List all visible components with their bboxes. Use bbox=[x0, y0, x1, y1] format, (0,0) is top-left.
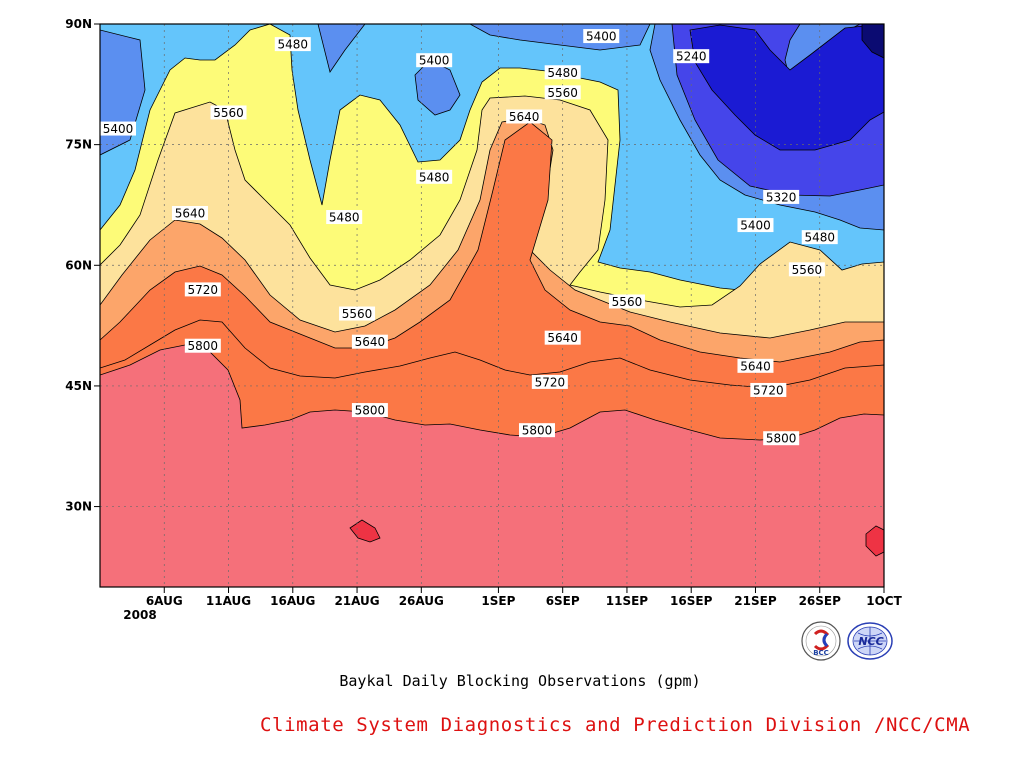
bcc-logo: BCC bbox=[801, 621, 841, 661]
contour-label: 5800 bbox=[355, 404, 386, 418]
contour-label-box bbox=[544, 85, 581, 100]
y-tick-label: 45N bbox=[65, 379, 92, 393]
x-year-label: 2008 bbox=[123, 608, 156, 622]
x-tick-label: 16SEP bbox=[670, 594, 713, 608]
contour-label: 5480 bbox=[419, 170, 450, 184]
contour-label-box bbox=[326, 210, 363, 225]
contour-label: 5560 bbox=[213, 106, 244, 120]
contour-label-box bbox=[274, 37, 311, 52]
contour-label: 5560 bbox=[547, 86, 578, 100]
x-axis: 6AUG 11AUG 16AUG 21AUG 26AUG 1SEP 6SEP 11SEP 16S… bbox=[146, 587, 903, 608]
x-tick-label: 21AUG bbox=[334, 594, 379, 608]
credit-text: Climate System Diagnostics and Predictio… bbox=[260, 714, 971, 736]
contour-label-box bbox=[763, 431, 800, 446]
contour-region-max-a bbox=[349, 519, 381, 543]
contour-labels: 5480 5400 5400 5240 5480 5560 5640 5560 5400 5480… bbox=[100, 29, 838, 446]
contour-label: 5720 bbox=[188, 283, 219, 297]
contour-label: 5640 bbox=[175, 207, 206, 221]
x-tick-label: 26SEP bbox=[799, 594, 842, 608]
contour-label-box bbox=[544, 330, 581, 345]
y-tick-label: 30N bbox=[65, 500, 92, 514]
contour-label-box bbox=[351, 334, 388, 349]
gridlines bbox=[100, 24, 885, 587]
svg-text:BCC: BCC bbox=[813, 649, 829, 657]
contour-label: 5720 bbox=[535, 375, 566, 389]
x-tick-label: 6SEP bbox=[546, 594, 580, 608]
contour-label-box bbox=[750, 382, 787, 397]
x-tick-label: 6AUG bbox=[146, 594, 183, 608]
contour-label: 5640 bbox=[509, 110, 540, 124]
contour-region-5160 bbox=[689, 24, 884, 151]
contour-label: 5800 bbox=[522, 424, 553, 438]
contour-label-box bbox=[100, 121, 136, 136]
x-tick-label: 11AUG bbox=[206, 594, 251, 608]
y-tick-label: 90N bbox=[65, 17, 92, 31]
contour-label: 5480 bbox=[804, 231, 835, 245]
contour-label: 5320 bbox=[766, 190, 797, 204]
contour-label-box bbox=[518, 423, 555, 438]
contour-label-box bbox=[788, 262, 825, 277]
contour-label: 5560 bbox=[612, 295, 643, 309]
contour-region-max-b bbox=[865, 525, 884, 557]
contour-label: 5640 bbox=[547, 331, 578, 345]
contour-label-box bbox=[506, 109, 543, 124]
contour-label: 5480 bbox=[547, 66, 578, 80]
contour-label-box bbox=[416, 169, 453, 184]
contour-label: 5400 bbox=[419, 54, 450, 68]
svg-text:NCC: NCC bbox=[858, 635, 883, 648]
contour-label-box bbox=[351, 403, 388, 418]
plot-frame bbox=[99, 23, 885, 588]
contour-label-box bbox=[673, 49, 710, 64]
contour-label: 5560 bbox=[792, 263, 823, 277]
x-tick-label: 11SEP bbox=[606, 594, 649, 608]
contour-label-box bbox=[184, 338, 221, 353]
contour-label-box bbox=[763, 189, 800, 204]
y-tick-label: 60N bbox=[65, 258, 92, 272]
contour-region-5880 bbox=[100, 344, 884, 587]
contour-label: 5800 bbox=[766, 432, 797, 446]
contour-label-box bbox=[608, 294, 645, 309]
y-axis: 30N 45N 60N 75N 90N bbox=[65, 17, 100, 514]
contour-label: 5240 bbox=[676, 50, 707, 64]
chart-title: Baykal Daily Blocking Observations (gpm) bbox=[339, 672, 701, 690]
x-tick-label: 21SEP bbox=[734, 594, 777, 608]
x-tick-label: 16AUG bbox=[270, 594, 315, 608]
contour-label: 5640 bbox=[740, 359, 771, 373]
ncc-logo: NCC bbox=[847, 622, 893, 660]
contour-label-box bbox=[210, 105, 247, 120]
x-tick-label: 1OCT bbox=[866, 594, 902, 608]
x-tick-label: 1SEP bbox=[481, 594, 515, 608]
contour-label-box bbox=[737, 358, 774, 373]
x-tick-label: 26AUG bbox=[399, 594, 444, 608]
contour-label: 5640 bbox=[355, 335, 386, 349]
contour-label: 5400 bbox=[103, 122, 134, 136]
contour-label: 5560 bbox=[342, 307, 373, 321]
contour-label: 5720 bbox=[753, 383, 784, 397]
contour-label-box bbox=[737, 218, 774, 233]
contour-label-box bbox=[184, 282, 221, 297]
contour-label: 5400 bbox=[740, 219, 771, 233]
contour-fills bbox=[100, 24, 884, 587]
contour-label: 5480 bbox=[329, 211, 360, 225]
contour-label-box bbox=[416, 53, 453, 68]
contour-label-box bbox=[583, 29, 620, 44]
contour-label-box bbox=[531, 374, 568, 389]
contour-region-min bbox=[861, 24, 884, 59]
contour-label: 5400 bbox=[586, 30, 617, 44]
contour-label-box bbox=[801, 230, 838, 245]
contour-label: 5480 bbox=[278, 38, 309, 52]
contour-region-5320-b bbox=[317, 24, 366, 73]
y-tick-label: 75N bbox=[65, 138, 92, 152]
contour-label-box bbox=[544, 65, 581, 80]
contour-label: 5800 bbox=[188, 339, 219, 353]
contour-label-box bbox=[171, 206, 208, 221]
contour-label-box bbox=[339, 306, 376, 321]
